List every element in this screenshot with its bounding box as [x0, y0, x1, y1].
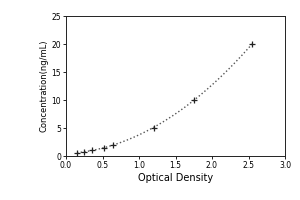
Y-axis label: Concentration(ng/mL): Concentration(ng/mL)	[40, 40, 49, 132]
X-axis label: Optical Density: Optical Density	[138, 173, 213, 183]
